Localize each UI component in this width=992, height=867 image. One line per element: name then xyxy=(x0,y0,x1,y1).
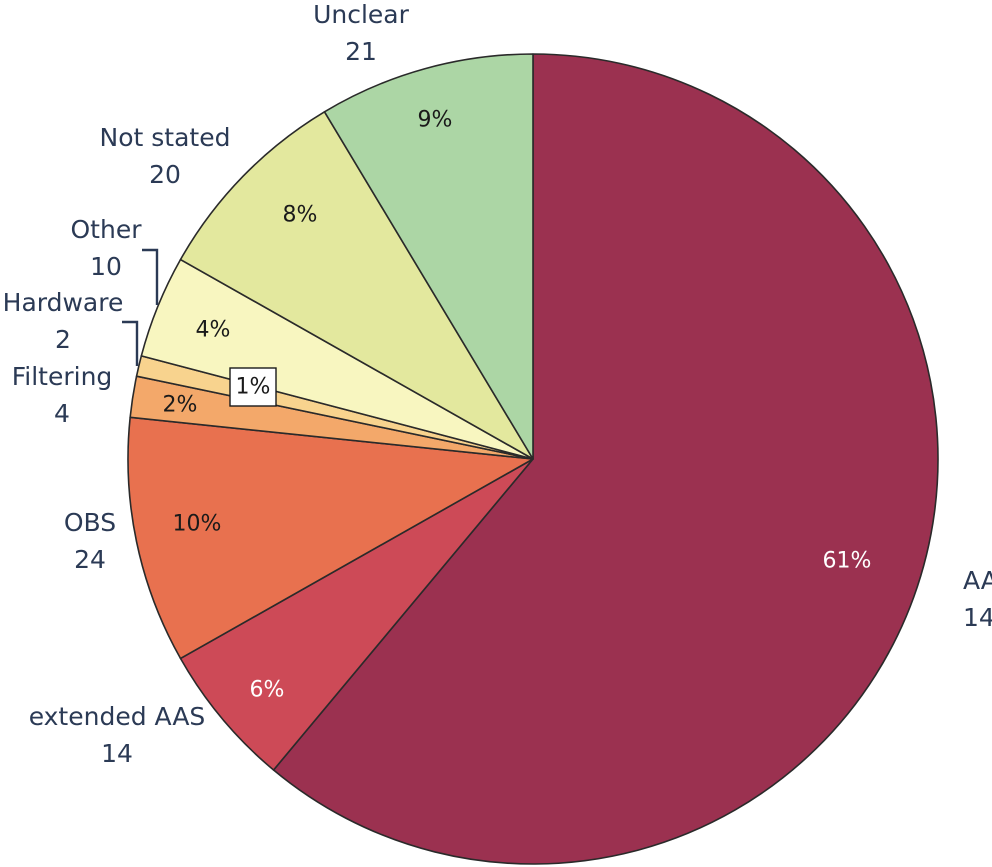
pie-slice-obs xyxy=(127,416,534,660)
category-name: Unclear xyxy=(313,0,410,29)
percent-label: 8% xyxy=(283,203,318,228)
pie-slices xyxy=(127,53,939,865)
percent-label: 61% xyxy=(823,549,872,574)
category-labels: AAS 149 extended AAS 14 OBS 24 Filtering 4 Hardw… xyxy=(3,0,992,768)
percent-label: 9% xyxy=(418,108,453,133)
pie-slice-not-stated xyxy=(179,110,534,460)
category-label: Other 10 xyxy=(71,215,143,281)
category-name: Hardware xyxy=(3,288,124,317)
category-label: AAS 149 xyxy=(963,566,992,632)
pie-slice-unclear xyxy=(323,53,534,460)
leader-bracket xyxy=(122,320,139,366)
category-count: 4 xyxy=(54,399,70,428)
category-label: Not stated 20 xyxy=(100,123,231,189)
pie-slice-extended-aas xyxy=(179,458,534,771)
category-count: 149 xyxy=(963,603,992,632)
category-name: AAS xyxy=(963,566,992,595)
category-count: 21 xyxy=(345,37,377,66)
category-name: Not stated xyxy=(100,123,231,152)
category-name: OBS xyxy=(64,508,116,537)
category-count: 20 xyxy=(149,160,181,189)
pie-slice-aas xyxy=(272,53,939,865)
category-label: Filtering 4 xyxy=(12,362,113,428)
category-count: 14 xyxy=(101,739,133,768)
category-label: OBS 24 xyxy=(64,508,116,574)
category-name: extended AAS xyxy=(29,702,206,731)
category-count: 24 xyxy=(74,545,106,574)
category-label: Hardware 2 xyxy=(3,288,124,354)
percent-label: 6% xyxy=(250,678,285,703)
category-label: extended AAS 14 xyxy=(29,702,206,768)
percent-label: 2% xyxy=(163,393,198,418)
category-count: 10 xyxy=(90,252,122,281)
category-name: Other xyxy=(71,215,143,244)
percent-label: 4% xyxy=(196,318,231,343)
percent-labels: 61% 6% 10% 2% 1% 4% 8% 9% xyxy=(163,108,872,703)
percent-label: 10% xyxy=(173,512,222,537)
percent-label-box xyxy=(229,367,277,407)
category-count: 2 xyxy=(55,325,71,354)
leader-brackets xyxy=(122,248,159,366)
category-name: Filtering xyxy=(12,362,113,391)
category-label: Unclear 21 xyxy=(313,0,410,66)
leader-bracket xyxy=(142,248,159,305)
percent-label: 1% xyxy=(236,375,271,400)
